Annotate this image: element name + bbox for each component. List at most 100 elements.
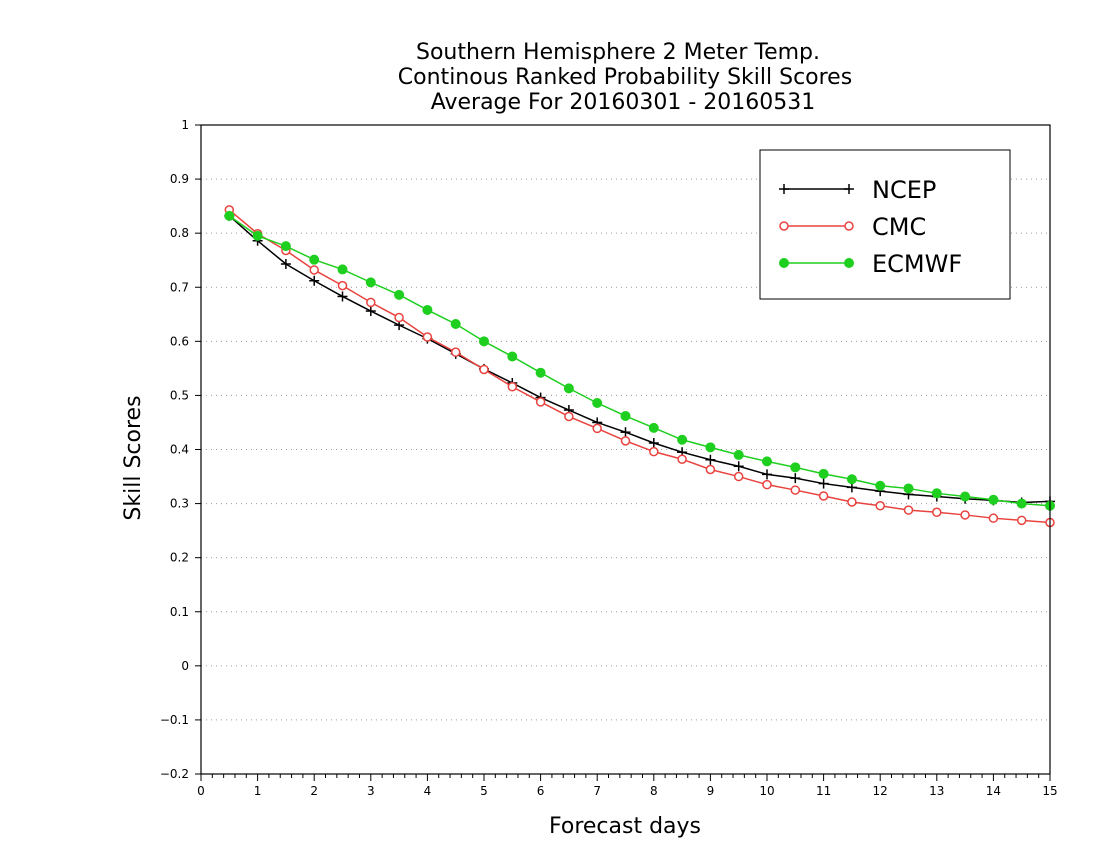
- data-point-ncep: [762, 469, 772, 480]
- y-tick-label: 0: [181, 659, 189, 673]
- data-point-ecmwf: [818, 468, 829, 479]
- data-point-ecmwf: [733, 449, 744, 460]
- data-point-ecmwf: [620, 410, 631, 421]
- x-tick-label: 10: [759, 784, 774, 798]
- legend-marker-ncep: [779, 184, 789, 194]
- data-point-ecmwf: [677, 434, 688, 445]
- data-point-cmc: [366, 297, 376, 308]
- data-point-ecmwf: [790, 462, 801, 473]
- data-point-cmc: [903, 505, 914, 515]
- x-tick-label: 3: [367, 784, 375, 798]
- data-point-ecmwf: [507, 351, 518, 362]
- data-point-cmc: [422, 332, 433, 342]
- x-tick-label: 15: [1042, 784, 1057, 798]
- legend: NCEP CMC ECMWF: [759, 149, 1011, 300]
- x-tick-label: 2: [310, 784, 318, 798]
- data-point-ncep: [790, 473, 801, 484]
- x-tick-label: 12: [873, 784, 888, 798]
- data-point-ecmwf: [224, 210, 235, 221]
- data-point-ecmwf: [450, 319, 461, 330]
- data-point-ncep: [705, 454, 716, 465]
- legend-marker-cmc: [779, 221, 789, 231]
- data-point-cmc: [394, 312, 404, 323]
- x-tick-label: 4: [424, 784, 432, 798]
- y-tick-label: 0.7: [170, 280, 189, 294]
- legend-entry-ecmwf: ECMWF: [779, 250, 962, 278]
- data-point-cmc: [649, 446, 659, 457]
- data-point-cmc: [535, 397, 546, 407]
- data-point-ecmwf: [252, 230, 263, 241]
- data-point-cmc: [507, 382, 518, 392]
- x-tick-label: 11: [816, 784, 831, 798]
- data-point-ecmwf: [903, 483, 914, 494]
- data-point-cmc: [932, 507, 942, 517]
- legend-entry-cmc: CMC: [779, 213, 926, 241]
- data-point-cmc: [450, 347, 461, 357]
- data-point-ecmwf: [479, 336, 489, 347]
- data-point-ecmwf: [592, 397, 603, 408]
- legend-marker-ecmwf: [844, 258, 854, 268]
- y-tick-label: 0.9: [170, 172, 189, 186]
- legend-entries: NCEP CMC ECMWF: [779, 176, 962, 278]
- series-cmc: [224, 205, 1055, 528]
- x-tick-label: 14: [986, 784, 1001, 798]
- data-point-ncep: [620, 427, 631, 438]
- data-point-ncep: [309, 275, 320, 286]
- x-tick-label: 1: [254, 784, 262, 798]
- x-tick-label: 7: [593, 784, 601, 798]
- data-point-ecmwf: [280, 241, 291, 252]
- x-tick-label: 13: [929, 784, 944, 798]
- data-point-cmc: [705, 464, 716, 475]
- data-point-ecmwf: [762, 456, 772, 467]
- data-point-cmc: [762, 479, 772, 490]
- data-point-ecmwf: [563, 383, 574, 394]
- legend-entry-ncep: NCEP: [779, 176, 936, 204]
- data-point-cmc: [988, 513, 999, 523]
- y-axis-title: Skill Scores: [121, 395, 146, 520]
- legend-label-cmc: CMC: [872, 213, 926, 241]
- legend-label-ncep: NCEP: [872, 176, 936, 204]
- data-point-cmc: [309, 265, 319, 275]
- data-point-ecmwf: [960, 491, 971, 502]
- y-tick-label: 0.4: [170, 443, 189, 457]
- y-tick-label: 0.1: [170, 605, 189, 619]
- data-point-cmc: [564, 411, 574, 422]
- series-layer: [224, 205, 1055, 528]
- chart-title-line-1: Southern Hemisphere 2 Meter Temp.: [416, 40, 820, 65]
- data-point-ecmwf: [422, 304, 433, 315]
- data-point-ncep: [280, 258, 291, 269]
- data-point-cmc: [620, 436, 631, 446]
- data-point-ecmwf: [846, 474, 857, 485]
- y-tick-label: 0.6: [170, 334, 189, 348]
- data-point-ecmwf: [365, 277, 376, 288]
- data-point-ncep: [648, 438, 659, 449]
- legend-marker-ecmwf: [779, 258, 789, 268]
- y-tick-label: 0.3: [170, 497, 189, 511]
- data-point-ecmwf: [705, 442, 716, 453]
- legend-label-ecmwf: ECMWF: [872, 250, 962, 278]
- chart-title: Southern Hemisphere 2 Meter Temp. Contin…: [398, 40, 852, 115]
- data-point-cmc: [677, 454, 687, 464]
- data-point-cmc: [960, 510, 970, 520]
- axis-ticks: −0.2−0.100.10.20.30.40.50.60.70.80.910 1 2…: [160, 118, 1058, 798]
- data-point-cmc: [818, 491, 829, 501]
- x-tick-label: 6: [537, 784, 545, 798]
- data-point-cmc: [592, 423, 602, 434]
- data-point-ncep: [818, 478, 829, 489]
- data-point-cmc: [875, 500, 885, 511]
- y-tick-label: −0.1: [160, 713, 189, 727]
- x-tick-label: 8: [650, 784, 658, 798]
- data-point-cmc: [337, 280, 348, 291]
- data-point-cmc: [847, 497, 857, 507]
- x-tick-label: 5: [480, 784, 488, 798]
- x-axis-title: Forecast days: [549, 814, 701, 839]
- data-point-ecmwf: [337, 264, 348, 275]
- data-point-ecmwf: [1016, 498, 1027, 509]
- y-tick-label: 0.8: [170, 226, 189, 240]
- data-point-cmc: [1016, 515, 1027, 526]
- legend-box: [759, 149, 1011, 300]
- legend-marker-cmc: [844, 221, 854, 231]
- legend-marker-ncep: [844, 184, 854, 194]
- data-point-cmc: [479, 364, 489, 375]
